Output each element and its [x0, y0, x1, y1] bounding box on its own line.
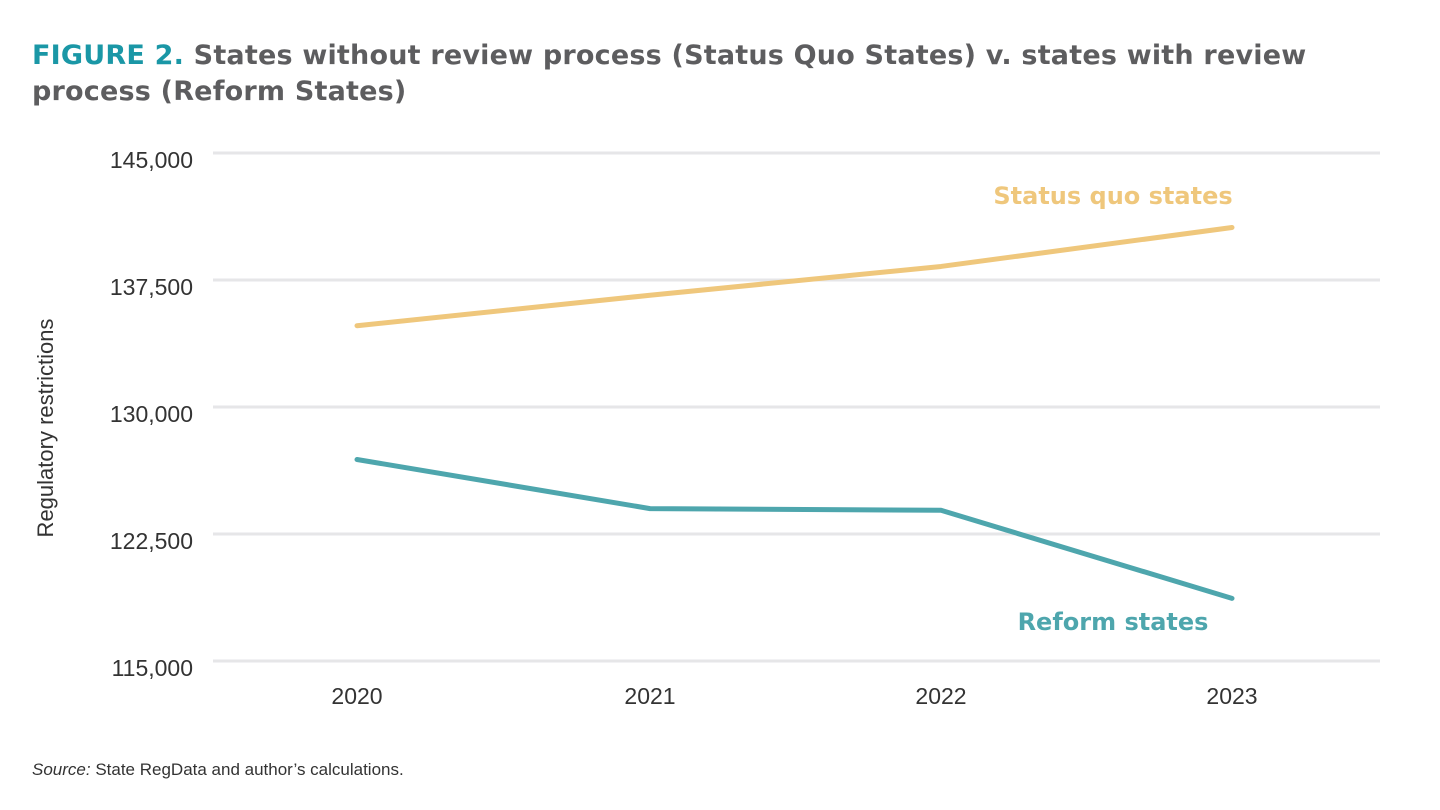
y-tick-label: 137,500 [110, 274, 193, 300]
figure-label: FIGURE 2. [32, 40, 185, 71]
source-label: Source: [32, 760, 91, 779]
y-tick-label: 115,000 [112, 655, 193, 681]
source-note: Source: State RegData and author’s calcu… [32, 760, 404, 780]
y-axis-label: Regulatory restrictions [33, 319, 58, 538]
chart-title-text: States without review process (Status Qu… [32, 40, 1307, 107]
source-text: State RegData and author’s calculations. [90, 760, 404, 779]
x-tick-label: 2022 [915, 683, 966, 709]
y-tick-label: 130,000 [110, 401, 193, 427]
series-line-status-quo [354, 225, 1235, 329]
series-label: Status quo states [993, 182, 1232, 210]
series-line-reform [354, 456, 1235, 601]
x-tick-label: 2020 [331, 683, 382, 709]
x-tick-label: 2023 [1206, 683, 1257, 709]
y-tick-label: 145,000 [110, 147, 193, 173]
chart-title: FIGURE 2. States without review process … [32, 38, 1332, 110]
y-tick-label: 122,500 [110, 528, 193, 554]
series-label: Reform states [1018, 608, 1209, 636]
x-tick-label: 2021 [624, 683, 675, 709]
